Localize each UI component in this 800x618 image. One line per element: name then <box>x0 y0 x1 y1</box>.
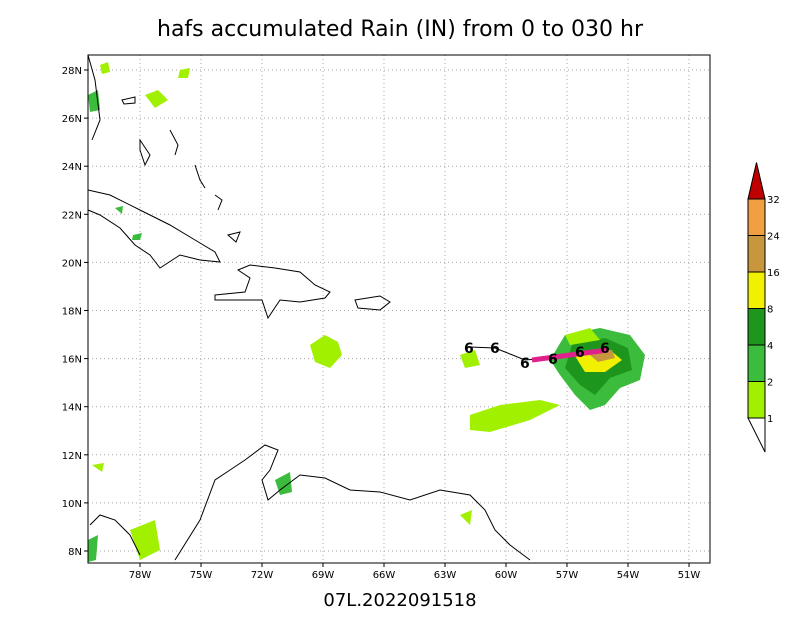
grid <box>84 55 710 567</box>
lat-tick-label: 10N <box>62 499 82 510</box>
lat-tick-label: 14N <box>62 403 82 414</box>
lon-tick-label: 69W <box>312 570 335 581</box>
lat-tick-label: 16N <box>62 355 82 366</box>
lon-tick-label: 57W <box>556 570 579 581</box>
lon-tick-label: 78W <box>129 570 152 581</box>
lon-tick-label: 54W <box>617 570 640 581</box>
lon-tick-label: 60W <box>495 570 518 581</box>
legend-label: 8 <box>767 305 773 316</box>
coastlines <box>87 54 531 561</box>
lat-tick-label: 26N <box>62 114 82 125</box>
legend-swatch <box>747 344 766 382</box>
svg-text:6: 6 <box>548 352 558 368</box>
svg-text:6: 6 <box>520 356 530 372</box>
legend-label: 1 <box>767 414 773 425</box>
legend-swatch <box>747 308 766 346</box>
lat-tick-label: 28N <box>62 66 82 77</box>
lon-tick-label: 72W <box>251 570 274 581</box>
svg-text:6: 6 <box>575 345 585 361</box>
lat-tick-label: 12N <box>62 451 82 462</box>
legend-label: 16 <box>767 268 780 279</box>
legend-label: 2 <box>767 378 773 389</box>
lat-tick-label: 18N <box>62 307 82 318</box>
title: hafs accumulated Rain (IN) from 0 to 030… <box>157 17 644 42</box>
lat-tick-label: 8N <box>68 547 82 558</box>
map-frame <box>87 54 711 564</box>
lat-tick-label: 22N <box>62 210 82 221</box>
legend-label: 32 <box>767 195 780 206</box>
legend-label: 4 <box>767 341 773 352</box>
lon-tick-label: 63W <box>434 570 457 581</box>
svg-text:6: 6 <box>490 341 500 357</box>
lon-tick-label: 66W <box>373 570 396 581</box>
legend-swatch <box>747 271 766 309</box>
legend-swatch <box>747 381 766 419</box>
lat-tick-label: 24N <box>62 162 82 173</box>
lon-tick-label: 51W <box>678 570 701 581</box>
footer-label: 07L.2022091518 <box>323 590 476 611</box>
lat-tick-label: 20N <box>62 258 82 269</box>
legend-swatch <box>747 162 766 200</box>
svg-text:6: 6 <box>600 341 610 357</box>
legend-swatch <box>747 235 766 273</box>
legend-label: 24 <box>767 232 780 243</box>
svg-text:6: 6 <box>464 341 474 357</box>
lon-tick-label: 75W <box>190 570 213 581</box>
rain-field <box>88 62 645 562</box>
legend-tail <box>747 417 766 453</box>
legend-swatch <box>747 198 766 236</box>
